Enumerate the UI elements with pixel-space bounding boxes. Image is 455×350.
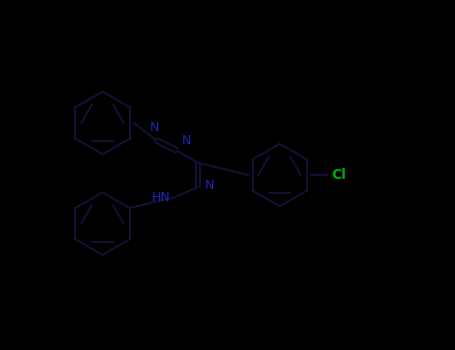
Text: N: N: [205, 179, 214, 192]
Text: N: N: [182, 134, 191, 147]
Text: HN: HN: [152, 191, 171, 204]
Text: N: N: [150, 121, 159, 134]
Text: Cl: Cl: [332, 168, 347, 182]
